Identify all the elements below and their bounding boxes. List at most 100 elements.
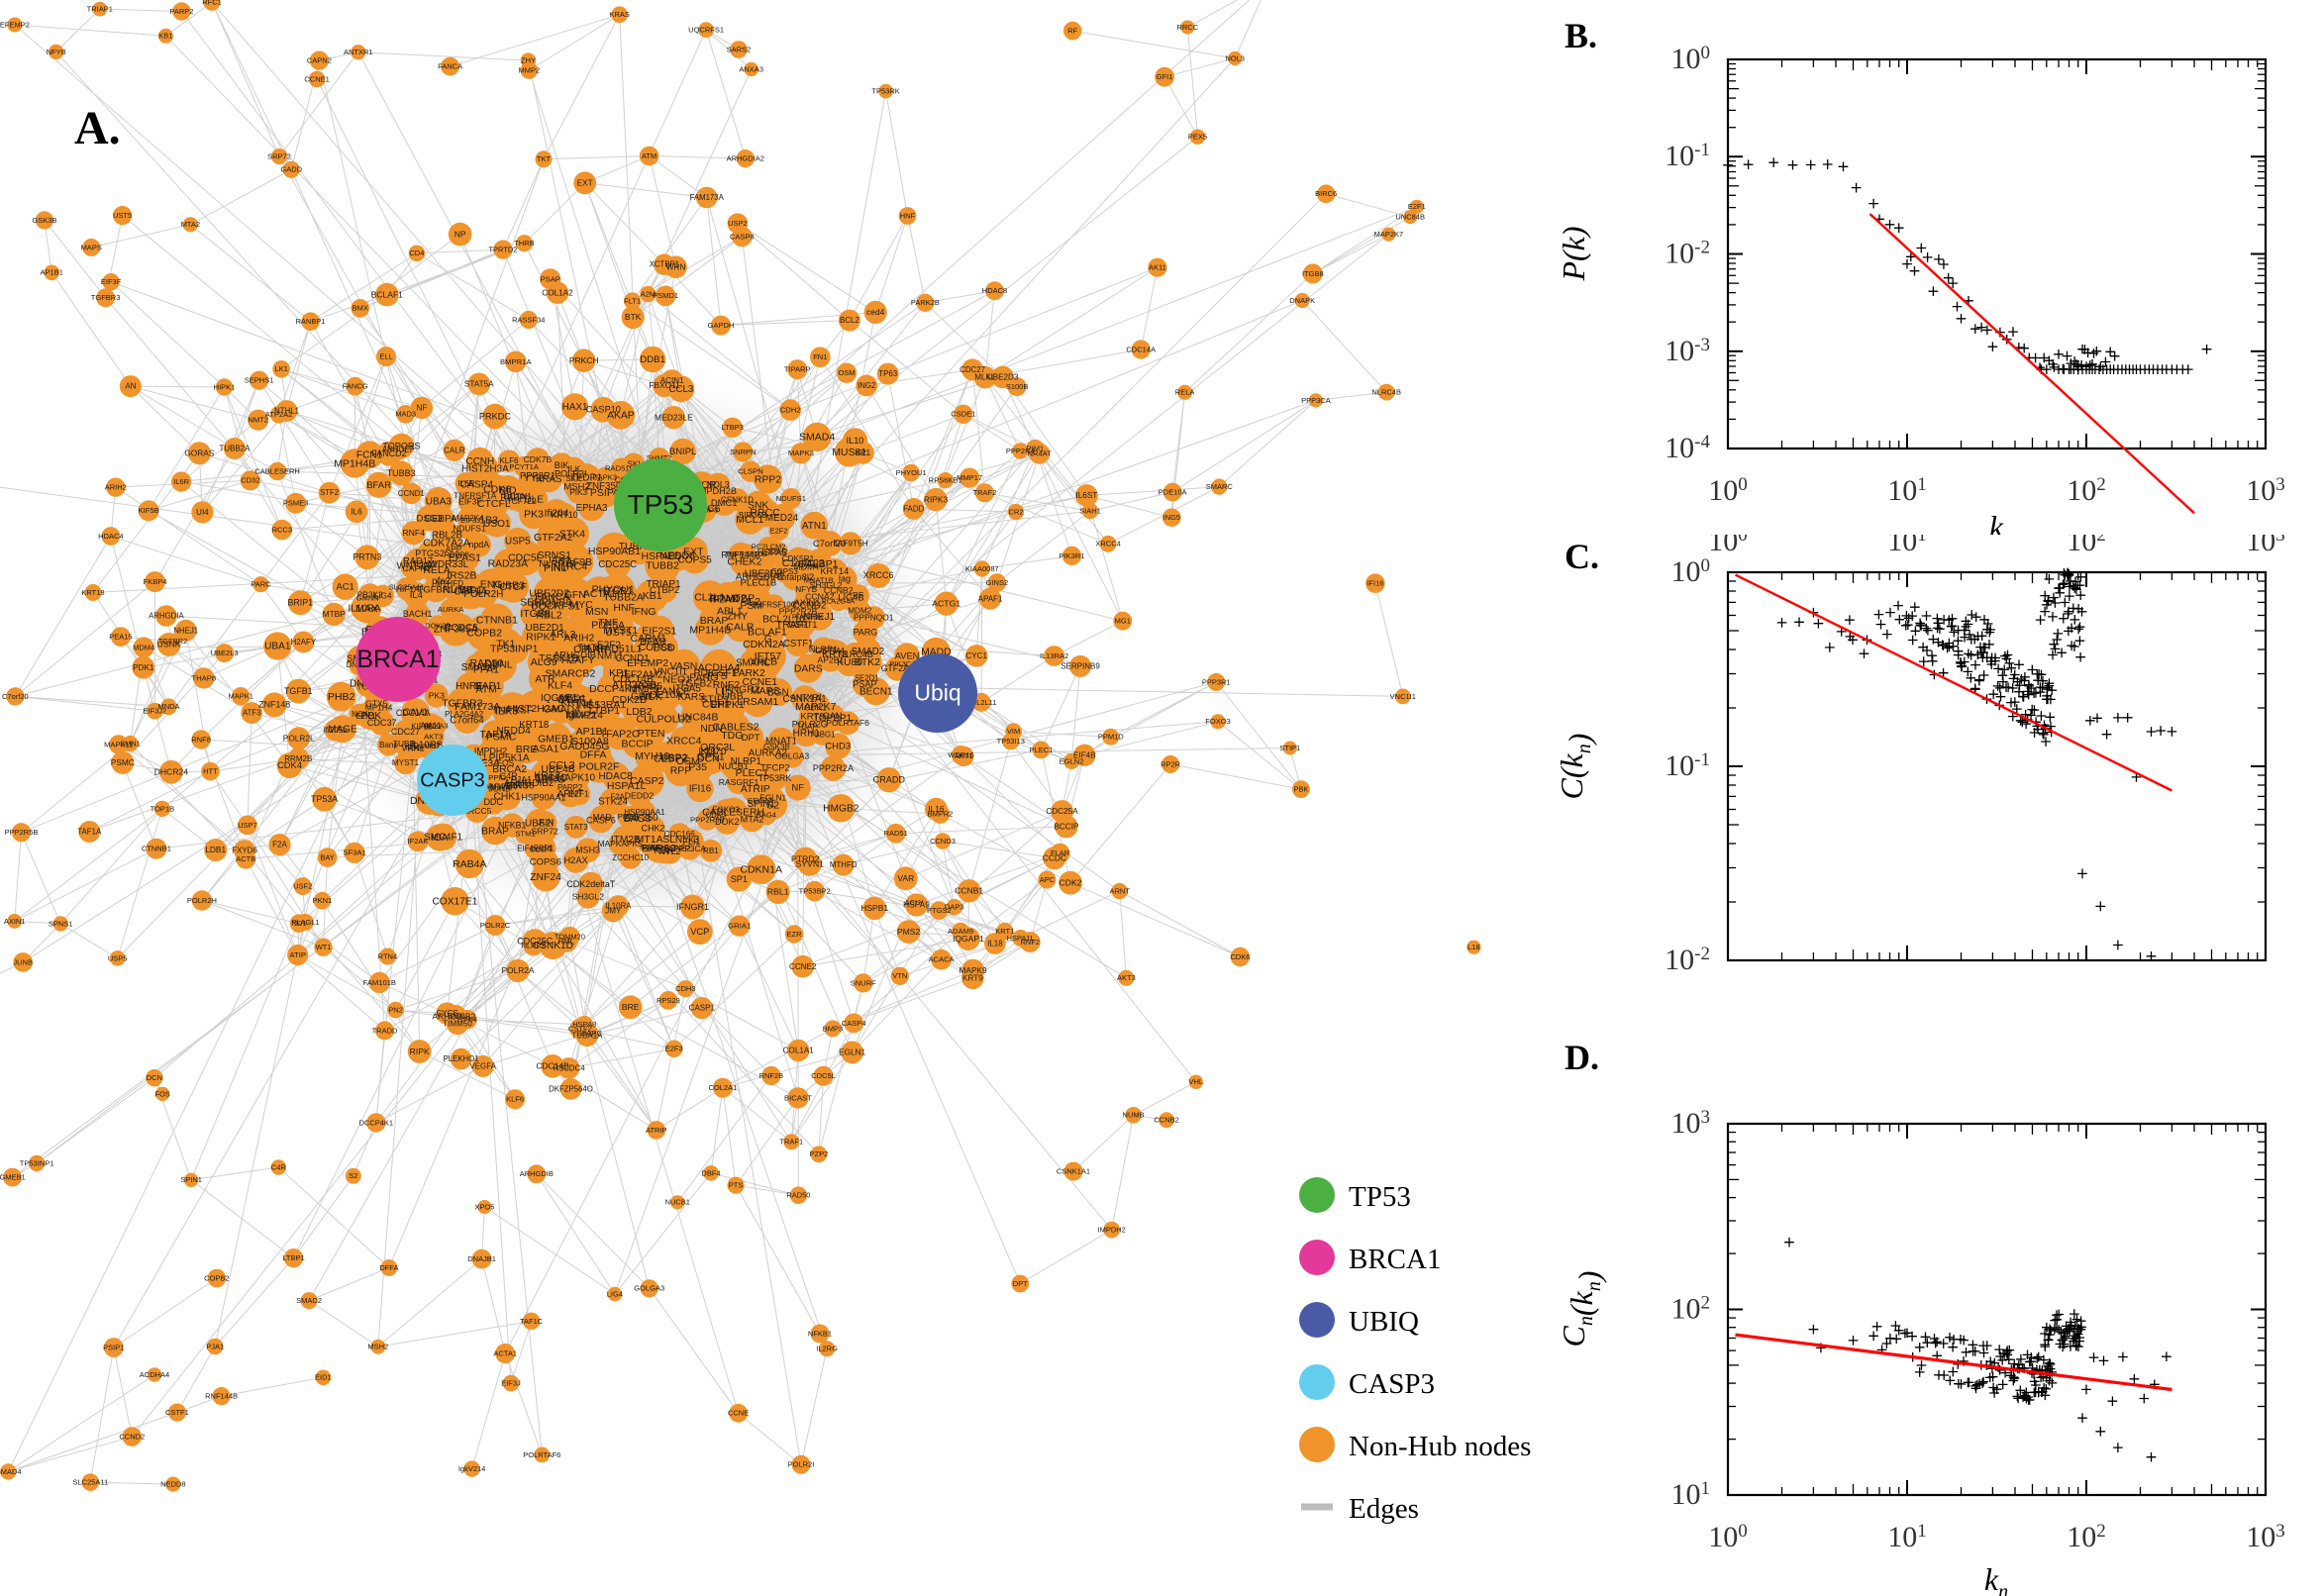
svg-text:D.: D. <box>1565 1038 1599 1077</box>
svg-text:UBA1: UBA1 <box>264 642 291 652</box>
svg-text:ELL: ELL <box>379 352 392 361</box>
svg-text:TGFBR3: TGFBR3 <box>91 293 121 302</box>
svg-text:SMN1: SMN1 <box>120 740 141 748</box>
svg-text:UQCRFS1: UQCRFS1 <box>688 26 724 35</box>
svg-text:BAY: BAY <box>320 853 334 862</box>
svg-text:SMAD4: SMAD4 <box>799 432 835 444</box>
svg-text:CYC1: CYC1 <box>965 651 987 660</box>
svg-text:CCND3: CCND3 <box>930 837 956 846</box>
svg-text:EFEMP2: EFEMP2 <box>0 20 30 29</box>
svg-text:COPB2: COPB2 <box>466 627 502 639</box>
svg-text:HNF: HNF <box>900 211 916 220</box>
svg-text:SMARC: SMARC <box>1206 482 1234 491</box>
svg-text:CSTF1: CSTF1 <box>783 639 814 649</box>
svg-text:HDAC8: HDAC8 <box>982 286 1007 295</box>
svg-text:RASSF34: RASSF34 <box>512 315 545 324</box>
svg-text:F2A: F2A <box>610 793 625 802</box>
svg-text:SMAD2: SMAD2 <box>296 1296 322 1305</box>
svg-text:CL2L1: CL2L1 <box>694 591 725 603</box>
svg-text:POLR2F: POLR2F <box>579 760 620 772</box>
svg-text:MAPS: MAPS <box>81 243 102 251</box>
svg-text:TP53RK: TP53RK <box>871 87 899 96</box>
svg-text:WRN: WRN <box>666 262 686 271</box>
svg-text:PJA1: PJA1 <box>206 1342 224 1350</box>
svg-text:CCNE1: CCNE1 <box>304 74 329 83</box>
svg-text:RFC1: RFC1 <box>202 0 222 7</box>
svg-text:ACTA1: ACTA1 <box>493 1348 517 1357</box>
svg-text:NLRC4B: NLRC4B <box>1371 388 1401 397</box>
svg-text:PSAP: PSAP <box>541 274 560 283</box>
svg-text:SH3GL2: SH3GL2 <box>572 892 604 902</box>
svg-text:IL6R: IL6R <box>173 477 189 486</box>
svg-text:IL18: IL18 <box>987 940 1003 948</box>
svg-text:HSP90AB1: HSP90AB1 <box>588 546 641 557</box>
svg-text:KRAS: KRAS <box>609 10 629 19</box>
svg-text:STK4: STK4 <box>559 528 585 540</box>
svg-text:BRIP1: BRIP1 <box>287 598 313 608</box>
svg-text:CDC5L: CDC5L <box>811 1071 836 1080</box>
svg-text:EXT: EXT <box>577 179 593 188</box>
svg-text:F2A: F2A <box>272 841 287 849</box>
svg-text:MP1H4B: MP1H4B <box>689 625 731 637</box>
svg-text:H2AFY: H2AFY <box>561 654 595 666</box>
svg-text:NOL3: NOL3 <box>1225 53 1245 62</box>
svg-text:KP1: KP1 <box>609 667 629 679</box>
svg-text:TOP1B: TOP1B <box>151 804 174 813</box>
svg-text:SERPINB9: SERPINB9 <box>1060 661 1100 670</box>
svg-text:ANXA3: ANXA3 <box>739 64 763 73</box>
svg-text:PHYOU1: PHYOU1 <box>896 468 927 477</box>
svg-text:PRTN3: PRTN3 <box>353 552 381 562</box>
svg-text:UBIQ: UBIQ <box>1349 1306 1419 1338</box>
svg-text:CDK2B: CDK2B <box>612 694 647 706</box>
svg-text:CHD3: CHD3 <box>825 742 851 752</box>
svg-text:H2AFY: H2AFY <box>291 638 317 647</box>
svg-text:ACTB: ACTB <box>236 854 255 863</box>
svg-text:PPP2R4: PPP2R4 <box>1006 447 1035 455</box>
svg-text:SMARCB2: SMARCB2 <box>546 668 596 680</box>
svg-text:MAD: MAD <box>592 812 611 822</box>
svg-text:ITM2B: ITM2B <box>611 835 641 846</box>
svg-text:FAM173A: FAM173A <box>690 193 725 202</box>
svg-text:ZNF148: ZNF148 <box>258 700 290 710</box>
svg-text:CCND1: CCND1 <box>398 489 425 498</box>
svg-text:FLT1: FLT1 <box>624 296 641 305</box>
svg-text:NP: NP <box>454 229 466 239</box>
svg-text:BFAR: BFAR <box>366 480 391 491</box>
svg-text:PTGS2: PTGS2 <box>415 549 445 558</box>
svg-text:HAX1: HAX1 <box>562 402 588 413</box>
svg-text:PRKDC: PRKDC <box>479 411 512 421</box>
svg-text:BIRC6: BIRC6 <box>1315 189 1337 198</box>
svg-text:DEDD2: DEDD2 <box>625 791 655 801</box>
svg-text:NUMB: NUMB <box>1123 1111 1145 1120</box>
svg-text:MSH2: MSH2 <box>367 1343 388 1351</box>
svg-text:WT1: WT1 <box>316 943 332 951</box>
svg-text:TRAF1: TRAF1 <box>779 1138 803 1147</box>
svg-text:E2F3: E2F3 <box>665 1045 683 1053</box>
svg-text:TAF1C: TAF1C <box>520 1317 544 1326</box>
svg-text:BNIPL: BNIPL <box>669 447 696 457</box>
svg-text:PARG: PARG <box>854 628 878 638</box>
svg-text:KB1: KB1 <box>643 590 662 602</box>
svg-text:PARP2: PARP2 <box>169 7 193 16</box>
svg-text:EGLN2: EGLN2 <box>1060 756 1084 765</box>
svg-text:POLR2L: POLR2L <box>283 733 315 743</box>
svg-text:ARHGDIA: ARHGDIA <box>149 611 184 620</box>
svg-text:HIPK1: HIPK1 <box>214 382 236 391</box>
svg-text:CASP3: CASP3 <box>1349 1368 1435 1400</box>
svg-text:PLAGL1: PLAGL1 <box>291 918 319 927</box>
svg-text:PSAP: PSAP <box>853 679 876 689</box>
svg-text:CTNNB1: CTNNB1 <box>476 615 518 627</box>
svg-text:THAP8: THAP8 <box>191 673 216 682</box>
svg-text:UI4: UI4 <box>196 508 209 517</box>
svg-text:EIF3J: EIF3J <box>501 1379 521 1388</box>
svg-text:DPT: DPT <box>1013 1279 1028 1288</box>
svg-text:CDC25C: CDC25C <box>598 559 637 570</box>
svg-text:JUN: JUN <box>538 818 554 827</box>
svg-text:MTBP: MTBP <box>323 609 347 619</box>
svg-text:Ubiq: Ubiq <box>914 680 960 706</box>
svg-text:ACDHA4: ACDHA4 <box>140 1370 169 1379</box>
svg-text:LIG4: LIG4 <box>607 1290 623 1299</box>
svg-text:CDKN2A: CDKN2A <box>743 639 785 650</box>
svg-text:DBF4: DBF4 <box>701 1168 720 1177</box>
svg-text:STAT5A: STAT5A <box>464 380 494 389</box>
